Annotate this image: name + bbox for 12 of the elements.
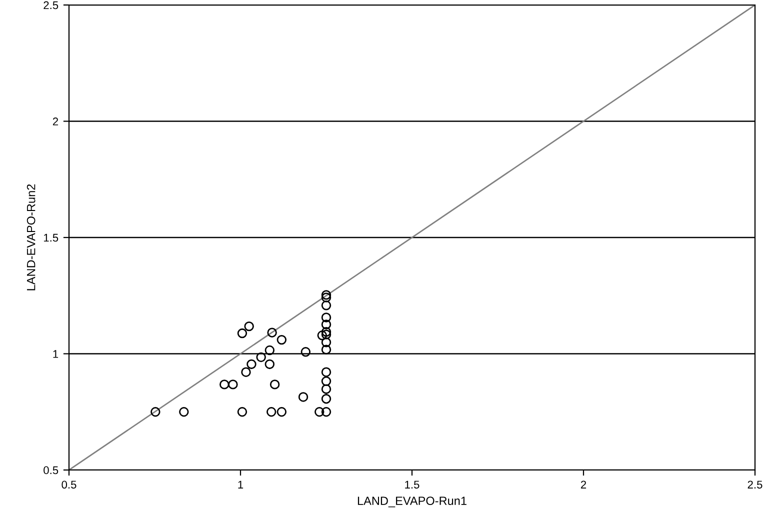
x-tick-label: 1 [238, 480, 244, 488]
y-tick-label: 2.5 [44, 1, 58, 10]
y-tick-label: 1.5 [44, 234, 58, 242]
y-axis-title: LAND-EVAPO-Run2 [26, 184, 36, 290]
x-tick-label: 0.5 [62, 480, 76, 489]
x-tick-label: 2 [580, 480, 586, 488]
y-tick-label: 1 [53, 350, 58, 358]
y-tick-label: 0.5 [44, 466, 58, 474]
x-axis-title: LAND_EVAPO-Run1 [358, 496, 466, 508]
x-tick-label: 2.5 [748, 480, 762, 489]
x-tick-label: 1.5 [405, 480, 420, 489]
y-tick-label: 2 [52, 118, 58, 126]
